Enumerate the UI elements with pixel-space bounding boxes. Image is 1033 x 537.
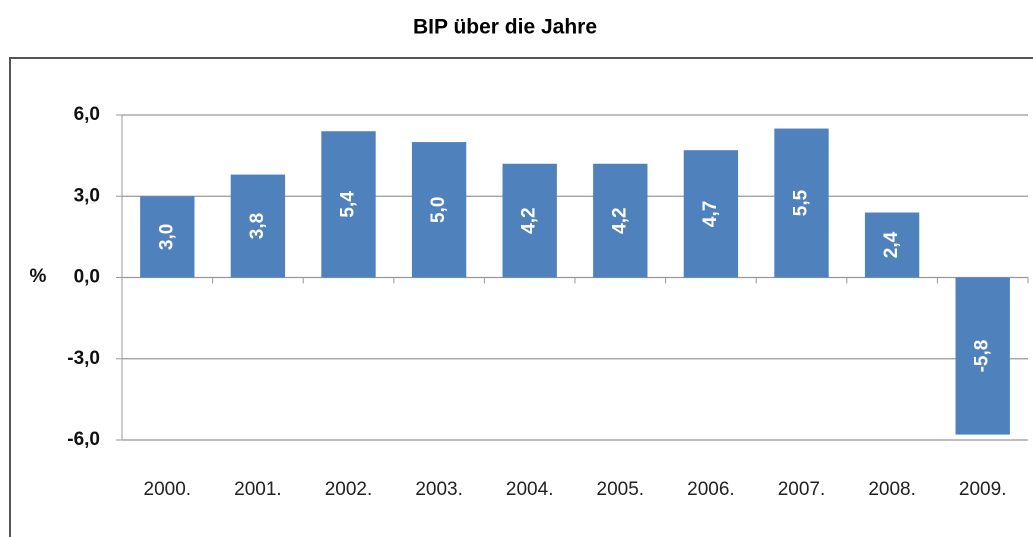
chart-title: BIP über die Jahre	[413, 16, 597, 39]
y-tick-label: 6,0	[74, 104, 100, 125]
bar	[774, 128, 829, 278]
value-label: 5,0	[428, 197, 449, 223]
bar	[230, 174, 286, 278]
x-tick-label: 2001.	[234, 479, 282, 500]
value-label: 4,7	[700, 201, 721, 227]
bar	[683, 150, 739, 278]
y-tick-label: -3,0	[67, 348, 100, 369]
y-tick-label: 3,0	[74, 185, 100, 206]
x-tick-label: 2007.	[778, 479, 826, 500]
bar	[321, 131, 376, 278]
value-label: 5,4	[338, 191, 359, 218]
bar	[140, 196, 195, 278]
value-label: 4,2	[519, 207, 540, 233]
bar	[593, 163, 648, 278]
x-tick-label: 2004.	[506, 479, 554, 500]
value-label: 3,0	[156, 224, 177, 250]
bar	[502, 163, 557, 278]
x-tick-label: 2002.	[325, 479, 373, 500]
x-tick-label: 2009.	[959, 479, 1007, 500]
value-label: -5,8	[972, 340, 993, 373]
y-axis-label: %	[30, 266, 47, 287]
bar	[411, 142, 467, 278]
value-label: 4,2	[609, 207, 630, 233]
bar	[864, 212, 920, 278]
x-tick-label: 2008.	[868, 479, 916, 500]
x-tick-label: 2006.	[687, 479, 735, 500]
chart-frame	[9, 57, 1033, 537]
x-tick-label: 2003.	[415, 479, 463, 500]
value-label: 3,8	[247, 213, 268, 239]
x-tick-label: 2005.	[597, 479, 645, 500]
value-label: 5,5	[791, 189, 812, 216]
bar	[955, 277, 1010, 435]
value-label: 2,4	[881, 231, 902, 258]
y-tick-label: 0,0	[74, 267, 100, 288]
x-tick-label: 2000.	[144, 479, 192, 500]
y-tick-label: -6,0	[67, 429, 100, 450]
